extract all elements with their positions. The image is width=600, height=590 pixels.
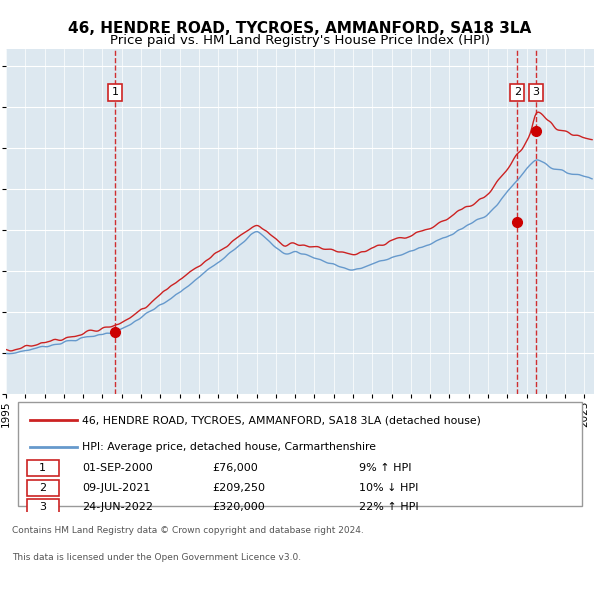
Text: 09-JUL-2021: 09-JUL-2021 bbox=[82, 483, 151, 493]
Text: 2: 2 bbox=[514, 87, 521, 97]
Text: 46, HENDRE ROAD, TYCROES, AMMANFORD, SA18 3LA: 46, HENDRE ROAD, TYCROES, AMMANFORD, SA1… bbox=[68, 21, 532, 35]
Text: Contains HM Land Registry data © Crown copyright and database right 2024.: Contains HM Land Registry data © Crown c… bbox=[12, 526, 364, 535]
Text: £209,250: £209,250 bbox=[212, 483, 265, 493]
FancyBboxPatch shape bbox=[26, 480, 59, 496]
FancyBboxPatch shape bbox=[18, 402, 582, 506]
Text: 2: 2 bbox=[39, 483, 46, 493]
Text: 3: 3 bbox=[532, 87, 539, 97]
Text: 9% ↑ HPI: 9% ↑ HPI bbox=[359, 463, 412, 473]
FancyBboxPatch shape bbox=[26, 460, 59, 476]
Text: 1: 1 bbox=[112, 87, 119, 97]
Text: 46, HENDRE ROAD, TYCROES, AMMANFORD, SA18 3LA (detached house): 46, HENDRE ROAD, TYCROES, AMMANFORD, SA1… bbox=[82, 415, 481, 425]
Text: 3: 3 bbox=[39, 502, 46, 512]
Text: HPI: Average price, detached house, Carmarthenshire: HPI: Average price, detached house, Carm… bbox=[82, 442, 376, 452]
Text: Price paid vs. HM Land Registry's House Price Index (HPI): Price paid vs. HM Land Registry's House … bbox=[110, 34, 490, 47]
Text: 22% ↑ HPI: 22% ↑ HPI bbox=[359, 502, 418, 512]
Text: 24-JUN-2022: 24-JUN-2022 bbox=[82, 502, 154, 512]
Text: 01-SEP-2000: 01-SEP-2000 bbox=[82, 463, 153, 473]
Text: 1: 1 bbox=[39, 463, 46, 473]
Text: 10% ↓ HPI: 10% ↓ HPI bbox=[359, 483, 418, 493]
Text: This data is licensed under the Open Government Licence v3.0.: This data is licensed under the Open Gov… bbox=[12, 553, 301, 562]
Text: £320,000: £320,000 bbox=[212, 502, 265, 512]
FancyBboxPatch shape bbox=[26, 499, 59, 514]
Text: £76,000: £76,000 bbox=[212, 463, 257, 473]
